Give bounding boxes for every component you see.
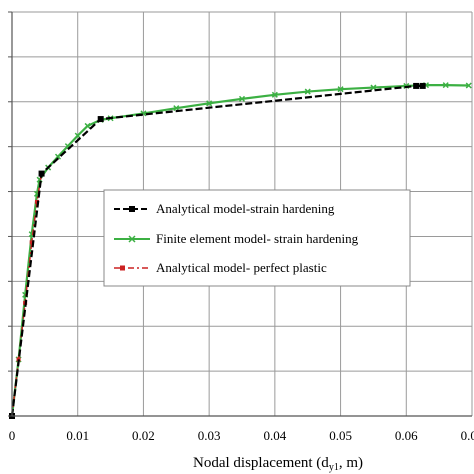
- x-tick-labels: 0 0.01 0.02 0.03 0.04 0.05 0.06 0.07: [9, 428, 474, 443]
- legend-label-perfect-plastic: Analytical model- perfect plastic: [156, 260, 327, 275]
- data-point: [84, 122, 91, 129]
- data-point: [304, 88, 311, 95]
- legend-marker-perfect-plastic: [120, 265, 125, 271]
- series-layer: [8, 82, 472, 420]
- data-point: [97, 116, 104, 123]
- data-point: [413, 82, 420, 89]
- axes: [8, 11, 472, 417]
- x-axis-title: Nodal displacement (dy1, m): [193, 455, 363, 473]
- data-point: [442, 82, 449, 89]
- data-point: [54, 153, 62, 160]
- x-tick-label: 0.02: [132, 428, 155, 443]
- data-point: [465, 82, 472, 89]
- legend-label-finite-element: Finite element model- strain hardening: [156, 231, 359, 246]
- x-axis-title-subscript: y1: [329, 462, 339, 473]
- x-axis-title-main: Nodal displacement (d: [193, 455, 329, 471]
- x-axis-title-tail: , m): [339, 455, 363, 471]
- data-point: [173, 105, 180, 112]
- x-tick-label: 0.03: [198, 428, 221, 443]
- legend-marker-analytical-strain-hardening: [129, 206, 135, 212]
- data-point: [271, 91, 278, 98]
- data-point: [38, 170, 45, 177]
- legend-item-finite-element: Finite element model- strain hardening: [114, 231, 359, 246]
- legend: Analytical model-strain hardening Finite…: [103, 189, 411, 287]
- x-tick-label: 0.01: [66, 428, 89, 443]
- legend-item-analytical-strain-hardening: Analytical model-strain hardening: [114, 201, 335, 216]
- x-tick-label: 0.04: [263, 428, 286, 443]
- x-tick-label: 0.06: [395, 428, 418, 443]
- legend-item-perfect-plastic: Analytical model- perfect plastic: [114, 260, 327, 275]
- data-point: [337, 86, 344, 93]
- data-point: [34, 199, 39, 204]
- data-point: [206, 100, 213, 107]
- legend-label-analytical-strain-hardening: Analytical model-strain hardening: [156, 201, 335, 216]
- data-point: [419, 82, 426, 89]
- legend-box: [103, 189, 411, 287]
- data-point: [29, 240, 34, 245]
- x-tick-label: 0.07: [461, 428, 474, 443]
- x-tick-label: 0: [9, 428, 16, 443]
- legend-marker-finite-element: [128, 235, 136, 243]
- data-point: [238, 95, 246, 102]
- x-tick-label: 0.05: [329, 428, 352, 443]
